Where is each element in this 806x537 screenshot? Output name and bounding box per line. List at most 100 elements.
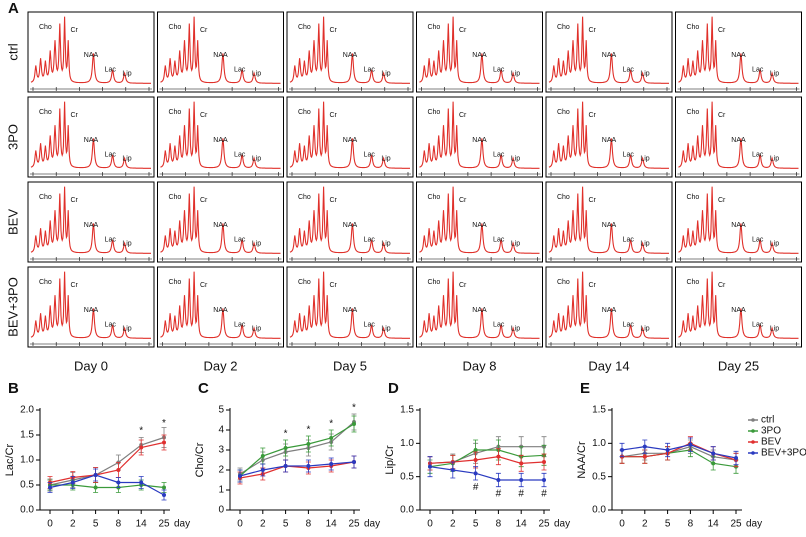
point: [519, 478, 524, 482]
column-label: Day 0: [74, 358, 108, 373]
spectrum-frame: [416, 181, 543, 263]
peak-label: Cr: [71, 197, 79, 204]
point: [329, 462, 334, 466]
peak-label: Lac: [752, 321, 764, 328]
x-tick-label: 0: [619, 519, 625, 530]
point: [93, 473, 98, 477]
peak-label: NAA: [343, 52, 358, 59]
peak-label: Cr: [589, 282, 597, 289]
x-tick-label: 2: [260, 519, 266, 530]
peak-label: NAA: [472, 52, 487, 59]
x-tick-label: 5: [93, 519, 99, 530]
spectrum: [548, 186, 669, 254]
spectrum: [30, 16, 151, 84]
column-label: Day 5: [333, 358, 367, 373]
y-tick-label: 1.5: [400, 405, 414, 416]
peak-label: Cr: [718, 112, 726, 119]
annotation: #: [518, 489, 524, 500]
spectrum-frame: [416, 96, 543, 178]
y-tick-label: 0.0: [592, 505, 606, 516]
x-tick-label: 25: [158, 519, 170, 530]
x-tick-label: 25: [538, 519, 550, 530]
peak-label: Lac: [364, 236, 376, 243]
annotation: #: [496, 489, 502, 500]
point: [519, 461, 524, 466]
point: [352, 422, 356, 426]
spectrum-frame: [286, 181, 414, 263]
spectrum-frame: [157, 96, 284, 178]
x-tick-label: 25: [348, 519, 360, 530]
spectrum-frame: [416, 266, 543, 348]
peak-label: Lip: [381, 240, 390, 247]
y-tick-label: 1.5: [20, 430, 34, 441]
peak-label: Cho: [686, 109, 699, 116]
legend-label: BEV: [761, 437, 781, 448]
peak-label: Cr: [330, 282, 338, 289]
peak-label: Lip: [640, 70, 649, 77]
y-tick-label: 1.0: [400, 438, 414, 449]
peak-label: Cho: [298, 279, 311, 286]
peak-label: NAA: [472, 137, 487, 144]
annotation: *: [139, 426, 143, 437]
peak-label: Lac: [623, 151, 635, 158]
point: [450, 468, 455, 472]
peak-label: Lip: [381, 325, 390, 332]
spectrum-frame: [545, 181, 673, 263]
spectrum: [30, 271, 151, 339]
peak-label: Lac: [364, 321, 376, 328]
x-tick-label: 0: [427, 519, 433, 530]
peak-label: Lip: [511, 70, 520, 77]
peak-label: NAA: [602, 307, 617, 314]
spectrum: [289, 186, 410, 254]
series-line: [621, 446, 737, 461]
peak-label: Cho: [298, 194, 311, 201]
legend-marker: [751, 440, 755, 444]
series-line: [239, 423, 355, 477]
series-line: [429, 456, 545, 464]
spectrum: [419, 16, 540, 84]
peak-label: Cho: [686, 24, 699, 31]
legend-marker: [751, 451, 755, 455]
peak-label: Lip: [511, 240, 520, 247]
spectrum-frame: [157, 266, 284, 348]
y-tick-label: 4: [218, 425, 224, 436]
point: [496, 478, 501, 482]
spectrum: [289, 101, 410, 169]
point: [283, 446, 288, 450]
spectrum-frame: [286, 11, 414, 93]
point: [283, 464, 288, 468]
peak-label: Lip: [252, 325, 261, 332]
peak-label: Lac: [234, 236, 246, 243]
peak-label: Lip: [640, 155, 649, 162]
x-tick-label: 0: [47, 519, 53, 530]
peak-label: Cho: [39, 279, 52, 286]
y-tick-label: 5: [218, 405, 224, 416]
peak-label: Cr: [200, 27, 208, 34]
point: [734, 456, 738, 460]
spectrum: [419, 186, 540, 254]
spectrum: [419, 271, 540, 339]
point: [306, 442, 311, 446]
column-label: Day 2: [204, 358, 238, 373]
peak-label: Lac: [752, 151, 764, 158]
peak-label: Cr: [71, 27, 79, 34]
point: [162, 493, 166, 497]
spectrum-frame: [416, 11, 543, 93]
peak-label: NAA: [731, 307, 746, 314]
spectrum: [160, 16, 281, 84]
peak-label: Lac: [752, 66, 764, 73]
peak-label: NAA: [602, 222, 617, 229]
peak-label: Lip: [122, 70, 131, 77]
peak-label: NAA: [213, 52, 228, 59]
column-label: Day 14: [588, 358, 629, 373]
peak-label: Lip: [381, 70, 390, 77]
peak-label: Lac: [364, 151, 376, 158]
y-tick-label: 0.5: [592, 471, 606, 482]
x-tick-label: 5: [473, 519, 479, 530]
point: [139, 445, 144, 450]
series-line: [621, 444, 737, 459]
peak-label: Cho: [39, 109, 52, 116]
peak-label: NAA: [731, 52, 746, 59]
annotation: *: [329, 419, 333, 430]
